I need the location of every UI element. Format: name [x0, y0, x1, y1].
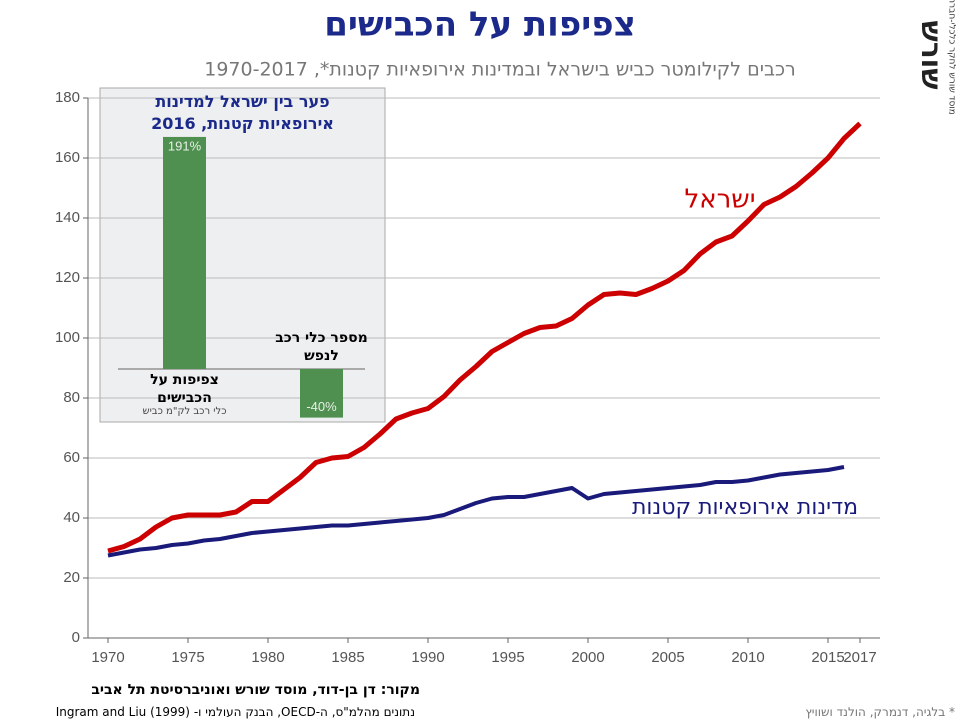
y-tick-label: 80: [63, 389, 80, 406]
x-tick-label: 1995: [491, 649, 524, 666]
bar: [300, 369, 343, 418]
category-note: כלי רכב לק"מ כביש: [142, 406, 227, 417]
inset-title: אירופאיות קטנות, 2016: [151, 114, 334, 133]
y-tick-label: 100: [55, 329, 80, 346]
bar: [163, 136, 206, 369]
footnote: * בלגיה, דנמרק, הולנד ושוויץ: [805, 705, 955, 719]
line-series: [107, 121, 862, 554]
x-tick-label: 1970: [91, 649, 124, 666]
y-tick-label: 60: [63, 449, 80, 466]
source: מקור: דן בן-דוד, מוסד שורש ואוניברסיטת ת…: [91, 682, 420, 698]
series-label: מדינות אירופאיות קטנות: [632, 495, 858, 520]
y-tick-label: 180: [55, 89, 80, 106]
y-tick-label: 160: [55, 149, 80, 166]
chart-title: צפיפות על הכבישים: [324, 5, 636, 45]
x-tick-label: 1990: [411, 649, 444, 666]
x-tick-label: 2010: [731, 649, 764, 666]
y-tick-label: 140: [55, 209, 80, 226]
x-tick-label: 1975: [171, 649, 204, 666]
x-tick-label: 2000: [571, 649, 604, 666]
value-label: 191%: [168, 138, 202, 153]
y-tick-label: 0: [72, 629, 80, 646]
brand-logo: שורש: [915, 21, 948, 90]
chart-subtitle: רכבים לקילומטר כביש בישראל ובמדינות אירו…: [204, 59, 795, 81]
y-tick-label: 20: [63, 569, 80, 586]
category-label: מספר כלי רכב לנפש: [275, 330, 368, 364]
x-tick-label: 2017: [843, 649, 876, 666]
series-label: ישראל: [684, 185, 755, 215]
y-tick-label: 120: [55, 269, 80, 286]
x-tick-label: 2005: [651, 649, 684, 666]
data-note: נתונים מהלמ"ס, ה-OECD, הבנק העולמי ו- In…: [55, 705, 415, 719]
inset-title: פער בין ישראל למדינות: [155, 92, 330, 111]
inset-panel: [99, 87, 386, 423]
x-tick-label: 1980: [251, 649, 284, 666]
category-label: צפיפות על הכבישים: [150, 372, 219, 406]
plot-area: 0 20 40 60 80 100 120 140 160 180 1970 1975 1980 1985…: [55, 89, 880, 666]
x-tick-label: 1985: [331, 649, 364, 666]
value-label: -40%: [306, 399, 337, 414]
line-series: [107, 465, 845, 558]
x-tick-label: 2015: [811, 649, 844, 666]
y-tick-label: 40: [63, 509, 80, 526]
brand-tagline: מוסד שורש לחקר כלכלי-חברתי: [947, 0, 957, 115]
